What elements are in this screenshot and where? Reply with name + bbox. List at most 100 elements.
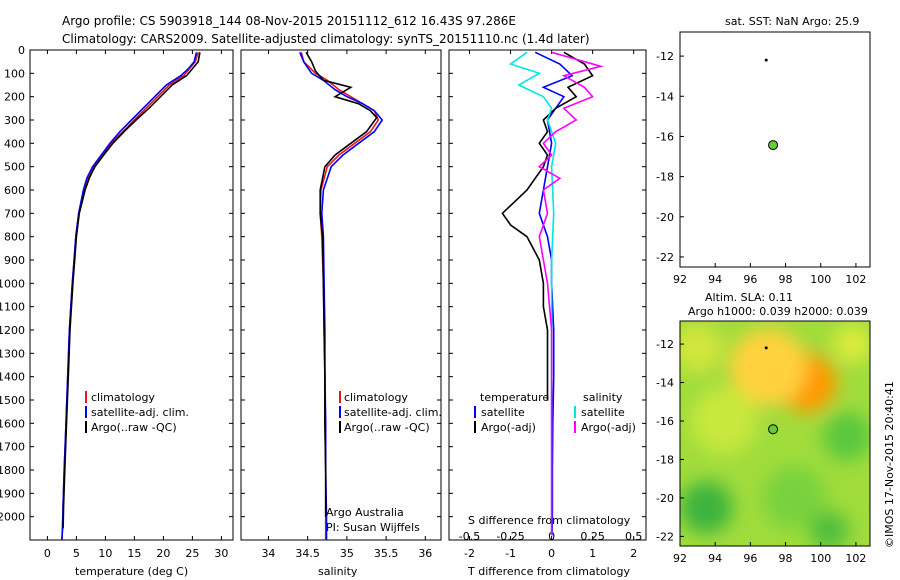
salinity-panel [240,49,442,541]
x-tick-label: 35.5 [374,547,399,560]
map-y-tick-label: -18 [656,453,674,466]
map-x-tick-label: 96 [743,273,757,286]
map-x-tick-label: 102 [845,552,866,565]
x-tick-label: 2 [630,547,637,560]
sst-map-panel [679,31,871,268]
title-line-2: Climatology: CARS2009. Satellite-adjuste… [62,32,590,46]
y-tick-label: 300 [4,114,25,127]
y-tick-label: 400 [4,137,25,150]
s-tick-label: -0.25 [496,530,524,543]
y-tick-label: 200 [4,91,25,104]
sla-blob-low [810,511,849,546]
x-tick-label: 20 [156,547,170,560]
x-tick-label: 25 [185,547,199,560]
temperature-xlabel: temperature (deg C) [75,565,188,578]
legend-t-satellite: satellite [481,406,525,419]
legend-climatology: climatology [344,391,408,404]
salinity-legend: climatology satellite-adj. clim. Argo(..… [326,391,442,534]
argo-location-marker [768,140,779,151]
series-line-climatology [300,52,380,540]
series-line-satellite-adj-clim- [299,51,384,540]
map-y-tick-label: -20 [656,492,674,505]
map-x-tick-label: 92 [673,273,687,286]
difference-xlabel-top: S difference from climatology [468,514,631,527]
x-tick-label: 34.5 [295,547,320,560]
salinity-xlabel: salinity [318,565,358,578]
map-x-tick-label: 100 [810,552,831,565]
s-tick-label: 0.25 [580,530,605,543]
map-x-tick-label: 98 [779,552,793,565]
map-x-tick-label: 100 [810,273,831,286]
map-x-tick-label: 96 [743,552,757,565]
y-tick-label: 1500 [0,394,25,407]
sla-blob-low [822,411,870,462]
x-tick-label: 34 [261,547,275,560]
series-line-argo-raw-qc- [62,52,201,529]
map-x-tick-label: 94 [708,552,722,565]
map-y-tick-label: -12 [656,338,674,351]
y-tick-label: 1900 [0,487,25,500]
island-marker [764,346,768,350]
map-y-tick-label: -12 [656,50,674,63]
y-tick-label: 1300 [0,347,25,360]
x-tick-label: 10 [98,547,112,560]
temperature-legend: climatology satellite-adj. clim. Argo(..… [85,391,189,434]
map-y-tick-label: -22 [656,251,674,264]
x-tick-label: 35 [340,547,354,560]
x-tick-label: -1 [505,547,516,560]
title-line-1: Argo profile: CS 5903918_144 08-Nov-2015… [62,14,516,28]
sla-blob-high [729,328,807,406]
legend-salinity-title: salinity [583,391,623,404]
y-tick-label: 1800 [0,464,25,477]
map-x-tick-label: 92 [673,552,687,565]
sla-title-2: Argo h1000: 0.039 h2000: 0.039 [688,305,868,318]
sla-blob-low [680,481,733,534]
y-tick-label: 100 [4,67,25,80]
watermark: ©IMOS 17-Nov-2015 20:40:41 [883,381,896,548]
sst-title: sat. SST: NaN Argo: 25.9 [725,15,859,28]
map-y-tick-label: -16 [656,130,674,143]
sla-blob-mid [690,387,758,455]
y-tick-label: 2000 [0,511,25,524]
series-line-s-satellite [508,51,557,536]
s-tick-label: -0.5 [459,530,480,543]
y-tick-label: 800 [4,231,25,244]
map-x-tick-label: 94 [708,273,722,286]
map-y-tick-label: -14 [656,377,674,390]
y-tick-label: 500 [4,161,25,174]
x-tick-label: 30 [214,547,228,560]
y-tick-label: 1700 [0,441,25,454]
y-tick-label: 1200 [0,324,25,337]
map-x-tick-label: 102 [845,273,866,286]
y-tick-label: 700 [4,207,25,220]
x-tick-label: -2 [464,547,475,560]
y-tick-label: 1000 [0,277,25,290]
difference-xlabel: T difference from climatology [467,565,630,578]
map-x-tick-label: 98 [779,273,793,286]
legend-temperature-title: temperature [480,391,549,404]
legend-argo: Argo(..raw -QC) [91,421,177,434]
series-line-t-satellite [534,51,574,536]
difference-legend: temperature salinity satellite Argo(-adj… [474,391,636,434]
series-line-s-argo-adj- [537,51,604,536]
y-tick-label: 0 [18,44,25,57]
argo-location-marker [768,424,779,435]
sla-title-1: Altim. SLA: 0.11 [705,291,793,304]
annotation-argo-australia: Argo Australia [326,506,404,519]
x-tick-label: 1 [589,547,596,560]
legend-s-argo: Argo(-adj) [581,421,636,434]
map-y-tick-label: -18 [656,171,674,184]
series-line-argo-raw-qc- [305,51,378,517]
difference-panel [448,49,647,541]
sla-blob-mid [833,324,870,364]
y-tick-label: 1400 [0,371,25,384]
series-line-t-argo-adj- [501,51,594,400]
legend-satellite: satellite-adj. clim. [91,406,189,419]
legend-argo: Argo(..raw -QC) [344,421,430,434]
x-tick-label: 36 [418,547,432,560]
temperature-panel [29,49,234,541]
annotation-pi: PI: Susan Wijffels [326,521,420,534]
sla-blob-mid [680,323,723,373]
legend-s-satellite: satellite [581,406,625,419]
